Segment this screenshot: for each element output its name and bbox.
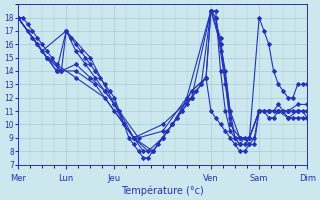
X-axis label: Température (°c): Température (°c) [121, 185, 204, 196]
